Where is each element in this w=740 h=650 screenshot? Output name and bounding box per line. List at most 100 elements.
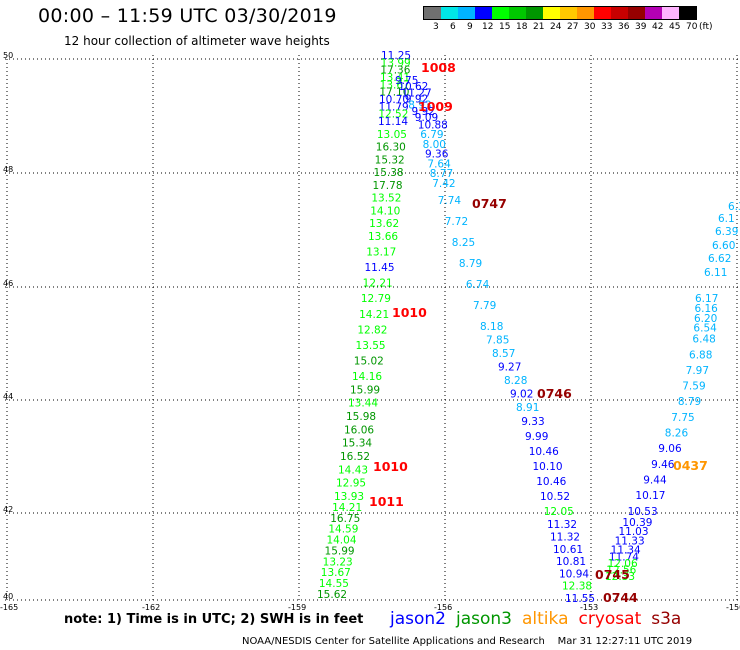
wave-height-value: 15.32 bbox=[375, 154, 405, 166]
lon-tick-label: -162 bbox=[142, 603, 160, 612]
wave-height-value: 15.99 bbox=[350, 384, 380, 396]
wave-height-value: 7.85 bbox=[486, 335, 509, 347]
wave-height-value: 13.17 bbox=[366, 247, 396, 259]
lon-tick-label: -165 bbox=[0, 603, 18, 612]
wave-height-value: 6.60 bbox=[712, 240, 735, 252]
color-swatch bbox=[645, 7, 662, 19]
wave-height-value: 11.32 bbox=[547, 519, 577, 531]
wave-height-value: 7.97 bbox=[686, 365, 709, 377]
wave-height-value: 15.99 bbox=[325, 545, 355, 557]
wave-height-value: 7.64 bbox=[427, 158, 451, 170]
wave-height-value: 11.03 bbox=[618, 526, 648, 538]
axis-labels: 50 48 46 44 42 40 -165 -162 -159 -156 -153 -150 bbox=[0, 51, 740, 612]
pass-time-label: 0745 bbox=[595, 567, 630, 582]
wave-height-value: 10.70 bbox=[379, 94, 409, 106]
color-swatch bbox=[628, 7, 645, 19]
color-scale-label: 70 bbox=[686, 22, 698, 32]
wave-height-value: 9.99 bbox=[525, 431, 548, 443]
wave-height-value: 10.46 bbox=[529, 446, 559, 458]
color-swatch bbox=[458, 7, 475, 19]
pass-time-label: 0747 bbox=[472, 196, 507, 211]
wave-height-value: 13.23 bbox=[323, 556, 353, 568]
wave-height-value: 7.74 bbox=[438, 195, 462, 207]
wave-height-value: 14.21 bbox=[359, 309, 389, 321]
wave-height-value: 6.16 bbox=[694, 303, 718, 315]
wave-height-value: 17.10 bbox=[379, 87, 409, 99]
pass-time-label: 1008 bbox=[421, 60, 456, 75]
wave-height-value: 7.59 bbox=[682, 381, 705, 393]
color-scale-label: 36 bbox=[618, 22, 630, 32]
wave-height-value: 13.41 bbox=[380, 72, 410, 84]
wave-height-value: 12.05 bbox=[544, 506, 574, 518]
wave-height-value: 15.98 bbox=[346, 411, 376, 423]
wave-height-value: 10.53 bbox=[628, 506, 658, 518]
wave-height-value: 11.33 bbox=[615, 535, 645, 547]
wave-height-value: 12.56 bbox=[606, 564, 636, 576]
wave-height-value: 12.82 bbox=[357, 324, 387, 336]
wave-height-value: 11.14 bbox=[378, 116, 408, 128]
wave-height-value: 7.42 bbox=[432, 178, 455, 190]
color-swatch bbox=[611, 7, 628, 19]
pass-time-label: 0437 bbox=[673, 458, 708, 473]
wave-height-value: 10.81 bbox=[556, 556, 586, 568]
wave-height-value: 6.3 bbox=[728, 201, 740, 213]
color-swatch bbox=[543, 7, 560, 19]
wave-height-value: 13.05 bbox=[377, 129, 407, 141]
color-scale-label: (ft) bbox=[699, 22, 713, 32]
time-labels: 1008 1009 0747 1010 0746 1010 1011 0437 0745 0744 bbox=[369, 60, 708, 605]
wave-height-value: 8.26 bbox=[665, 428, 689, 440]
wave-height-value: 11.32 bbox=[550, 532, 580, 544]
wave-height-value: 6.54 bbox=[693, 323, 717, 335]
wave-height-value: 9.02 bbox=[510, 389, 533, 401]
wave-height-value: 11.34 bbox=[611, 544, 641, 556]
color-scale-label: 24 bbox=[550, 22, 562, 32]
color-swatch bbox=[577, 7, 594, 19]
wave-height-value: 14.43 bbox=[338, 464, 368, 476]
wave-height-value: 12.95 bbox=[336, 478, 366, 490]
wave-height-value: 13.99 bbox=[381, 57, 411, 69]
wave-height-value: 6.48 bbox=[692, 334, 715, 346]
wave-height-value: 12.33 bbox=[605, 571, 635, 583]
lon-tick-label: -153 bbox=[580, 603, 598, 612]
wave-height-value: 9.27 bbox=[498, 362, 521, 374]
wave-height-value: 13.67 bbox=[380, 79, 410, 91]
pass-time-label: 1010 bbox=[373, 459, 408, 474]
wave-height-value: 6.88 bbox=[689, 349, 712, 361]
wave-height-value: 6.1 bbox=[718, 213, 735, 225]
wave-height-value: 12.06 bbox=[608, 558, 638, 570]
pass-time-label: 1011 bbox=[369, 494, 404, 509]
wave-height-value: 9.06 bbox=[658, 443, 682, 455]
legend-entry-cryosat: cryosat bbox=[578, 609, 642, 629]
wave-height-value: 12.79 bbox=[361, 293, 391, 305]
wave-height-value: 8.18 bbox=[480, 321, 503, 333]
wave-height-value: 10.52 bbox=[540, 491, 570, 503]
wave-height-value: 17.78 bbox=[372, 180, 402, 192]
color-scale-label: 15 bbox=[499, 22, 511, 32]
legend-entry-s3a: s3a bbox=[651, 609, 682, 629]
lat-tick-label: 44 bbox=[3, 392, 13, 401]
wave-height-value: 10.39 bbox=[622, 517, 652, 529]
wave-height-value: 13.44 bbox=[348, 398, 378, 410]
wave-height-value: 12.52 bbox=[378, 109, 408, 121]
wave-height-value: 11.79 bbox=[379, 101, 409, 113]
lat-tick-label: 46 bbox=[3, 279, 13, 288]
color-scale-label: 45 bbox=[669, 22, 681, 32]
wave-height-value: 14.55 bbox=[319, 578, 349, 590]
color-swatch bbox=[441, 7, 458, 19]
wave-height-value: 17.36 bbox=[380, 65, 410, 77]
lat-tick-label: 42 bbox=[3, 505, 13, 514]
wave-height-value: 13.55 bbox=[356, 340, 386, 352]
pass-time-label: 1009 bbox=[418, 99, 453, 114]
wave-height-value: 10.10 bbox=[533, 461, 563, 473]
wave-height-value: 9.92 bbox=[405, 93, 428, 105]
color-swatch bbox=[492, 7, 509, 19]
wave-height-value: 16.75 bbox=[330, 513, 360, 525]
color-scale-label: 9 bbox=[467, 22, 473, 32]
wave-height-value: 14.04 bbox=[326, 535, 356, 547]
wave-height-value: 8.25 bbox=[452, 237, 475, 249]
wave-height-value: 10.46 bbox=[536, 476, 566, 488]
color-swatch bbox=[662, 7, 679, 19]
wave-height-value: 6.17 bbox=[695, 293, 718, 305]
color-swatch bbox=[509, 7, 526, 19]
wave-height-value: 13.66 bbox=[368, 231, 398, 243]
